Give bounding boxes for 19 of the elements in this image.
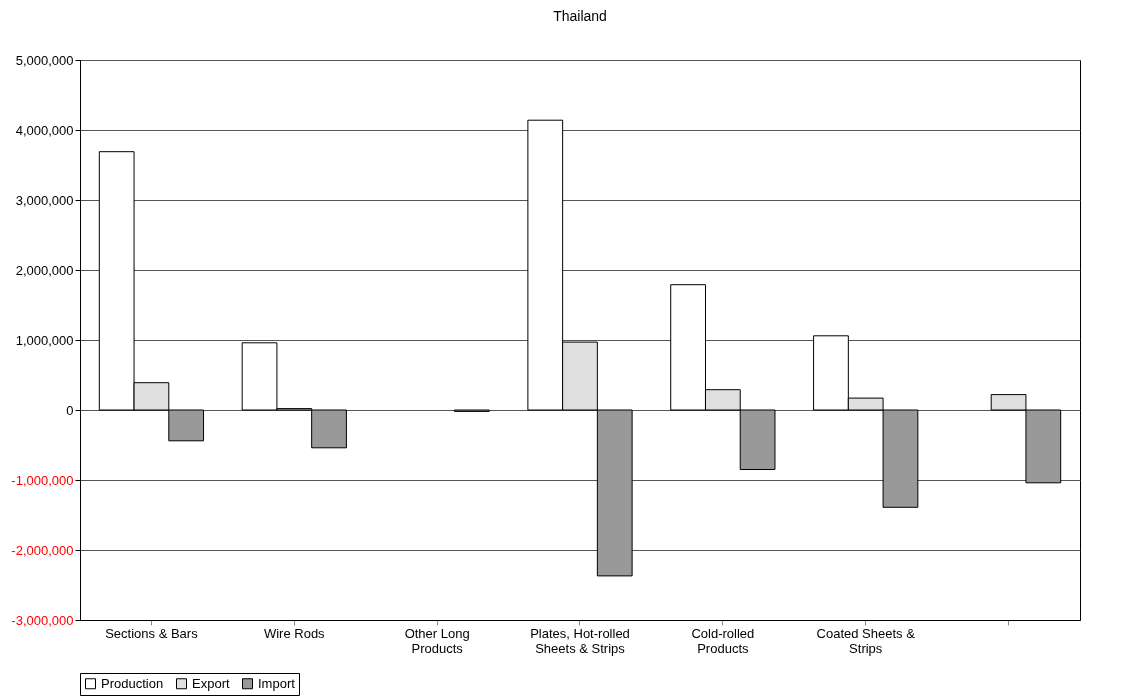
x-tick-label: Cold-rolled Products — [691, 625, 755, 656]
x-tick-label: Sections & Bars — [105, 625, 199, 641]
y-tick-label: -3,000,000 — [11, 612, 74, 628]
x-tick-label: Other Long Products — [404, 625, 470, 656]
y-tick-label: 3,000,000 — [15, 192, 74, 208]
x-tick-label: Wire Rods — [263, 625, 326, 641]
y-tick-label: -1,000,000 — [11, 472, 74, 488]
legend-label: Import — [258, 675, 296, 691]
chart-title: Thailand — [553, 8, 607, 24]
legend-label: Export — [192, 675, 230, 691]
x-tick-label: Coated Sheets & Strips — [816, 625, 916, 656]
y-tick-label: 4,000,000 — [15, 122, 74, 138]
y-tick-label: 5,000,000 — [15, 52, 74, 68]
y-tick-label: -2,000,000 — [11, 542, 74, 558]
legend-label: Production — [101, 675, 164, 691]
y-tick-label: 0 — [66, 402, 74, 418]
y-tick-label: 2,000,000 — [15, 262, 74, 278]
y-tick-label: 1,000,000 — [15, 332, 74, 348]
x-tick-label: Plates, Hot-rolled Sheets & Strips — [530, 625, 630, 656]
